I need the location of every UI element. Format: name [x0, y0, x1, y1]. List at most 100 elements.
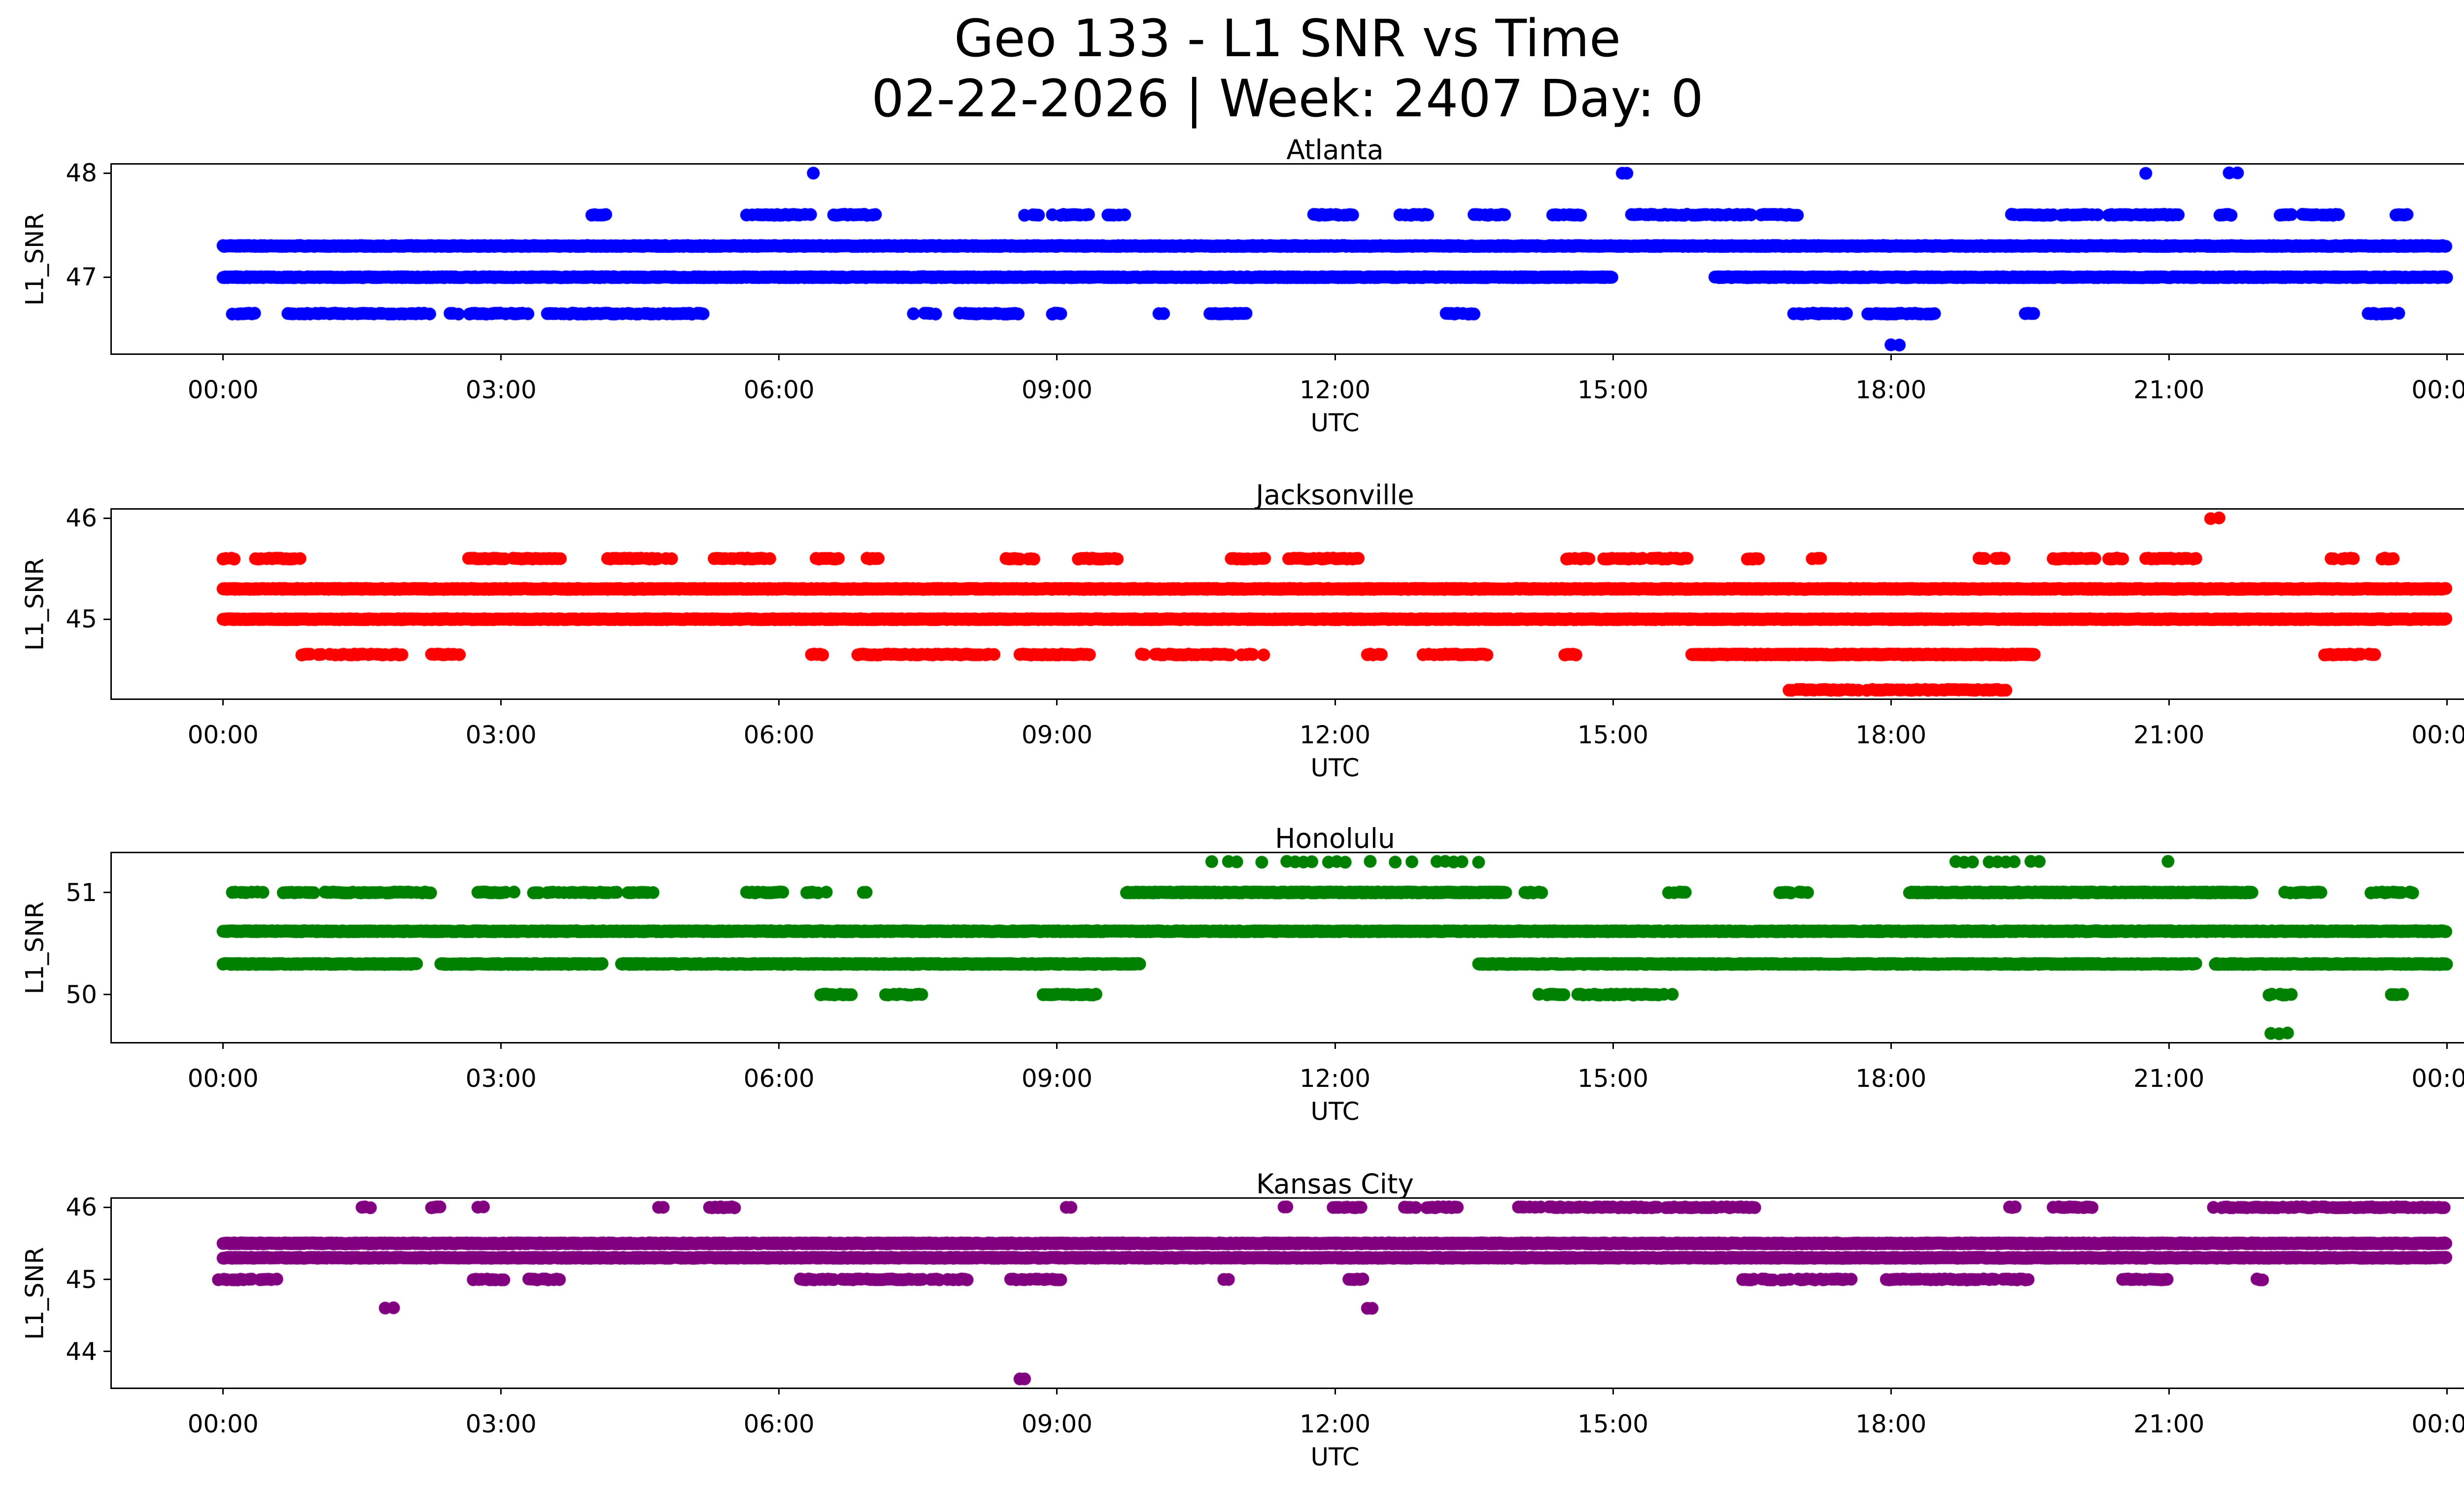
x-tick-label: 03:00 [465, 721, 537, 749]
y-tick [103, 1351, 110, 1353]
x-tick-label: 12:00 [1299, 1064, 1371, 1093]
x-tick-label: 03:00 [465, 1410, 537, 1438]
x-axis-label: UTC [1310, 1443, 1360, 1471]
x-tick-label: 12:00 [1299, 1410, 1371, 1438]
x-tick [1334, 698, 1336, 705]
x-tick-label: 18:00 [1855, 1410, 1927, 1438]
honolulu-scatter-canvas [112, 853, 2464, 1042]
x-tick [1890, 1042, 1892, 1049]
x-tick-label: 03:00 [465, 1064, 537, 1093]
y-tick-label: 46 [66, 1193, 97, 1222]
x-axis-label: UTC [1310, 409, 1360, 437]
x-tick-label: 21:00 [2133, 721, 2205, 749]
y-tick-label: 45 [66, 605, 97, 634]
x-tick-label: 21:00 [2133, 1410, 2205, 1438]
axes-honolulu [110, 852, 2464, 1043]
figure-title-line2: 02-22-2026 | Week: 2407 Day: 0 [871, 68, 1704, 129]
x-tick [1056, 353, 1058, 360]
x-tick-label: 18:00 [1855, 376, 1927, 404]
x-tick-label: 00:00 [187, 1410, 259, 1438]
x-tick [1056, 1042, 1058, 1049]
x-tick [500, 1042, 502, 1049]
subplot-title-honolulu: Honolulu [1275, 823, 1395, 854]
figure-title-line1: Geo 133 - L1 SNR vs Time [954, 8, 1621, 69]
x-tick [1890, 353, 1892, 360]
x-tick [1612, 1388, 1614, 1394]
subplot-title-kansas-city: Kansas City [1256, 1168, 1414, 1200]
figure-title: Geo 133 - L1 SNR vs Time 02-22-2026 | We… [0, 8, 2464, 129]
x-tick-label: 03:00 [465, 376, 537, 404]
x-tick [1612, 1042, 1614, 1049]
atlanta-scatter-canvas [112, 165, 2464, 353]
x-tick-label: 00:00 [187, 376, 259, 404]
x-tick [1890, 698, 1892, 705]
y-tick [103, 276, 110, 278]
x-tick [2446, 1388, 2448, 1394]
y-axis-label: L1_SNR [20, 212, 49, 306]
x-tick [1334, 1388, 1336, 1394]
x-axis-label: UTC [1310, 754, 1360, 782]
x-tick-label: 09:00 [1021, 376, 1093, 404]
x-tick-label: 15:00 [1577, 376, 1649, 404]
x-tick-label: 09:00 [1021, 1410, 1093, 1438]
x-tick [1334, 1042, 1336, 1049]
x-tick-label: 12:00 [1299, 376, 1371, 404]
y-axis-label: L1_SNR [20, 901, 49, 994]
x-tick [2168, 1388, 2170, 1394]
x-tick [1056, 698, 1058, 705]
jacksonville-scatter-canvas [112, 510, 2464, 698]
x-tick-label: 21:00 [2133, 376, 2205, 404]
x-tick-label: 00:00 [2411, 721, 2464, 749]
y-tick [103, 172, 110, 174]
x-tick [222, 1388, 224, 1394]
subplot-title-jacksonville: Jacksonville [1256, 479, 1414, 511]
y-tick-label: 47 [66, 263, 97, 292]
y-tick [103, 1206, 110, 1208]
y-tick [103, 892, 110, 894]
y-tick [103, 517, 110, 519]
y-tick-label: 51 [66, 878, 97, 907]
axes-jacksonville [110, 508, 2464, 700]
x-tick [2446, 698, 2448, 705]
x-tick-label: 15:00 [1577, 1064, 1649, 1093]
x-tick-label: 06:00 [743, 376, 815, 404]
x-tick-label: 09:00 [1021, 1064, 1093, 1093]
x-tick [222, 1042, 224, 1049]
x-tick-label: 18:00 [1855, 1064, 1927, 1093]
y-tick [103, 994, 110, 996]
y-tick-label: 44 [66, 1337, 97, 1366]
x-tick [500, 698, 502, 705]
axes-atlanta [110, 163, 2464, 355]
x-tick-label: 00:00 [2411, 1410, 2464, 1438]
x-tick-label: 12:00 [1299, 721, 1371, 749]
x-tick-label: 18:00 [1855, 721, 1927, 749]
x-tick [1334, 353, 1336, 360]
x-tick-label: 06:00 [743, 1410, 815, 1438]
x-tick [778, 698, 780, 705]
x-tick [2168, 353, 2170, 360]
x-axis-label: UTC [1310, 1097, 1360, 1126]
x-tick [2168, 1042, 2170, 1049]
x-tick-label: 06:00 [743, 721, 815, 749]
y-tick-label: 45 [66, 1265, 97, 1294]
x-tick-label: 15:00 [1577, 1410, 1649, 1438]
x-tick-label: 00:00 [187, 721, 259, 749]
y-tick-label: 50 [66, 980, 97, 1009]
kansas-city-scatter-canvas [112, 1199, 2464, 1388]
y-axis-label: L1_SNR [20, 557, 49, 651]
subplot-title-atlanta: Atlanta [1286, 134, 1384, 166]
x-tick [1890, 1388, 1892, 1394]
x-tick-label: 09:00 [1021, 721, 1093, 749]
x-tick [500, 1388, 502, 1394]
x-tick-label: 21:00 [2133, 1064, 2205, 1093]
x-tick [500, 353, 502, 360]
y-tick-label: 46 [66, 504, 97, 533]
x-tick [2446, 1042, 2448, 1049]
x-tick-label: 00:00 [187, 1064, 259, 1093]
x-tick [2168, 698, 2170, 705]
y-tick [103, 618, 110, 620]
x-tick [1612, 698, 1614, 705]
x-tick-label: 06:00 [743, 1064, 815, 1093]
x-tick-label: 00:00 [2411, 1064, 2464, 1093]
x-tick-label: 15:00 [1577, 721, 1649, 749]
